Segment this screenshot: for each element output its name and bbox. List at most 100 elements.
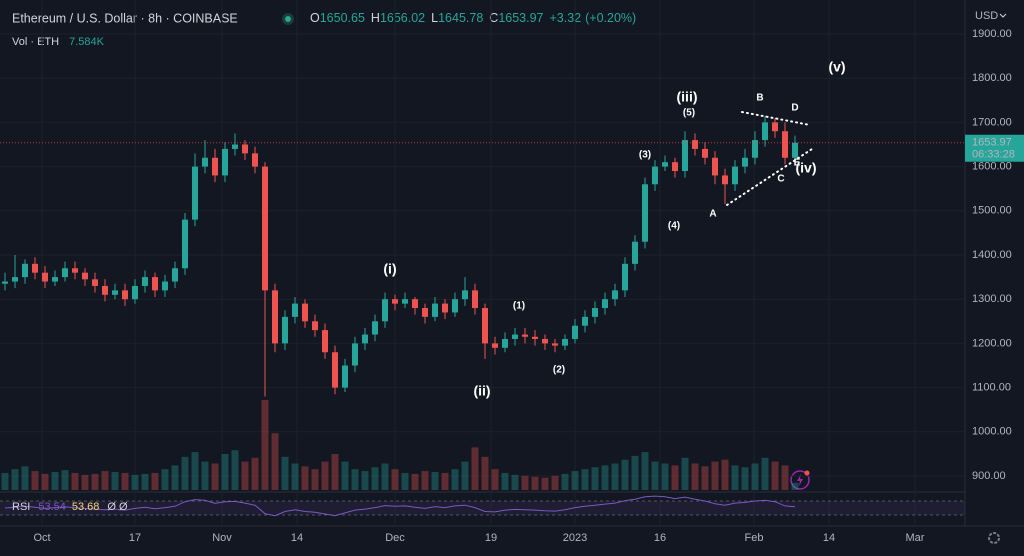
volume-bar [591, 467, 599, 490]
volume-bar [431, 472, 439, 490]
volume-bar [521, 475, 529, 490]
x-tick-label: Dec [385, 532, 405, 544]
candle-body [612, 290, 618, 300]
candle-body [722, 175, 728, 185]
alert-icon[interactable] [790, 470, 810, 490]
currency[interactable]: USD [975, 10, 998, 22]
candle-body [742, 157, 748, 167]
volume-bar [71, 472, 79, 490]
volume-bar [411, 473, 419, 490]
volume-bar [331, 454, 339, 490]
chart-title: Ethereum / U.S. Dollar · 8h · COINBASE [12, 11, 238, 25]
y-tick-label: 1800.00 [972, 72, 1012, 84]
candle-body [242, 144, 248, 154]
volume-bar [691, 463, 699, 490]
volume-bar [561, 473, 569, 490]
candle-body [522, 334, 528, 337]
change-pct: (+0.20%) [585, 11, 636, 25]
volume-bar [791, 482, 799, 490]
candle-body [672, 162, 678, 172]
rsi-ma-value: 53.68 [72, 501, 100, 513]
rsi-line [4, 495, 796, 517]
x-tick-label: Oct [33, 532, 50, 544]
alert-badge [804, 470, 810, 476]
alert-bolt [797, 474, 803, 486]
volume-value: 7.584K [69, 36, 105, 48]
volume-bar [491, 469, 499, 490]
status-dot [285, 16, 291, 22]
candle-body [182, 219, 188, 269]
x-tick-label: 17 [129, 532, 141, 544]
candle-body [552, 343, 558, 346]
candle-body [362, 334, 368, 344]
h-value: 1656.02 [380, 11, 425, 25]
candle-body [602, 299, 608, 309]
x-tick-label: Feb [745, 532, 764, 544]
candle-body [662, 162, 668, 167]
volume-bar [651, 461, 659, 490]
x-tick-label: Mar [906, 532, 925, 544]
wave-label: (1) [513, 301, 525, 312]
volume-bar [211, 463, 219, 490]
candle-body [52, 277, 58, 282]
wave-label: (3) [639, 150, 651, 161]
candle-body [122, 290, 128, 300]
wave-label: (iii) [677, 89, 698, 105]
candle-body [252, 153, 258, 167]
wave-label: A [709, 209, 716, 220]
candle-body [222, 148, 228, 176]
wave-label: (2) [553, 365, 565, 376]
candle-body [682, 140, 688, 172]
volume-bar [351, 469, 359, 490]
candle-body [212, 157, 218, 176]
volume-bar [711, 461, 719, 490]
candle-body [402, 299, 408, 304]
c-value: 1653.97 [498, 11, 543, 25]
candle-body [312, 321, 318, 331]
candle-body [462, 290, 468, 300]
rsi-icons: Ø Ø [107, 501, 128, 513]
candle-body [452, 299, 458, 313]
volume-bar [661, 463, 669, 490]
volume-bar [771, 461, 779, 490]
candle-body [232, 144, 238, 149]
o-value: 1650.65 [320, 11, 365, 25]
y-tick-label: 1700.00 [972, 116, 1012, 128]
candle-body [202, 157, 208, 167]
volume-bar [501, 472, 509, 490]
candle-body [732, 166, 738, 185]
volume-bar [701, 466, 709, 490]
candle-body [302, 303, 308, 322]
x-tick-label: 16 [654, 532, 666, 544]
volume-bar [221, 454, 229, 490]
candle-body [692, 140, 698, 149]
volume-bar [391, 469, 399, 490]
candle-body [792, 142, 798, 158]
wave-label: (ii) [473, 383, 490, 399]
candle-body [152, 277, 158, 291]
volume-bar [341, 461, 349, 490]
countdown: 06:33:28 [972, 149, 1015, 161]
settings-icon[interactable] [988, 532, 1000, 544]
volume-bar [261, 400, 269, 490]
ohlc-legend: O1650.65 H1656.02 L1645.78 C1653.97 +3.32 (+0… [310, 11, 636, 25]
candle-body [2, 281, 8, 284]
volume-bar [581, 469, 589, 490]
wave-label: (iv) [796, 160, 817, 176]
h-label: H [371, 11, 380, 25]
x-tick-label: 19 [485, 532, 497, 544]
candle-body [572, 325, 578, 339]
volume-bar [751, 463, 759, 490]
volume-bar [471, 447, 479, 490]
candle-body [72, 268, 78, 273]
candle-body [582, 316, 588, 326]
y-tick-label: 900.00 [972, 470, 1006, 482]
volume-bar [271, 433, 279, 490]
candle-body [372, 321, 378, 335]
volume-bar [251, 457, 259, 490]
volume-bar [201, 461, 209, 490]
volume-bar [571, 471, 579, 490]
volume-bar [631, 455, 639, 490]
candle-body [382, 299, 388, 322]
volume-bar [511, 474, 519, 490]
